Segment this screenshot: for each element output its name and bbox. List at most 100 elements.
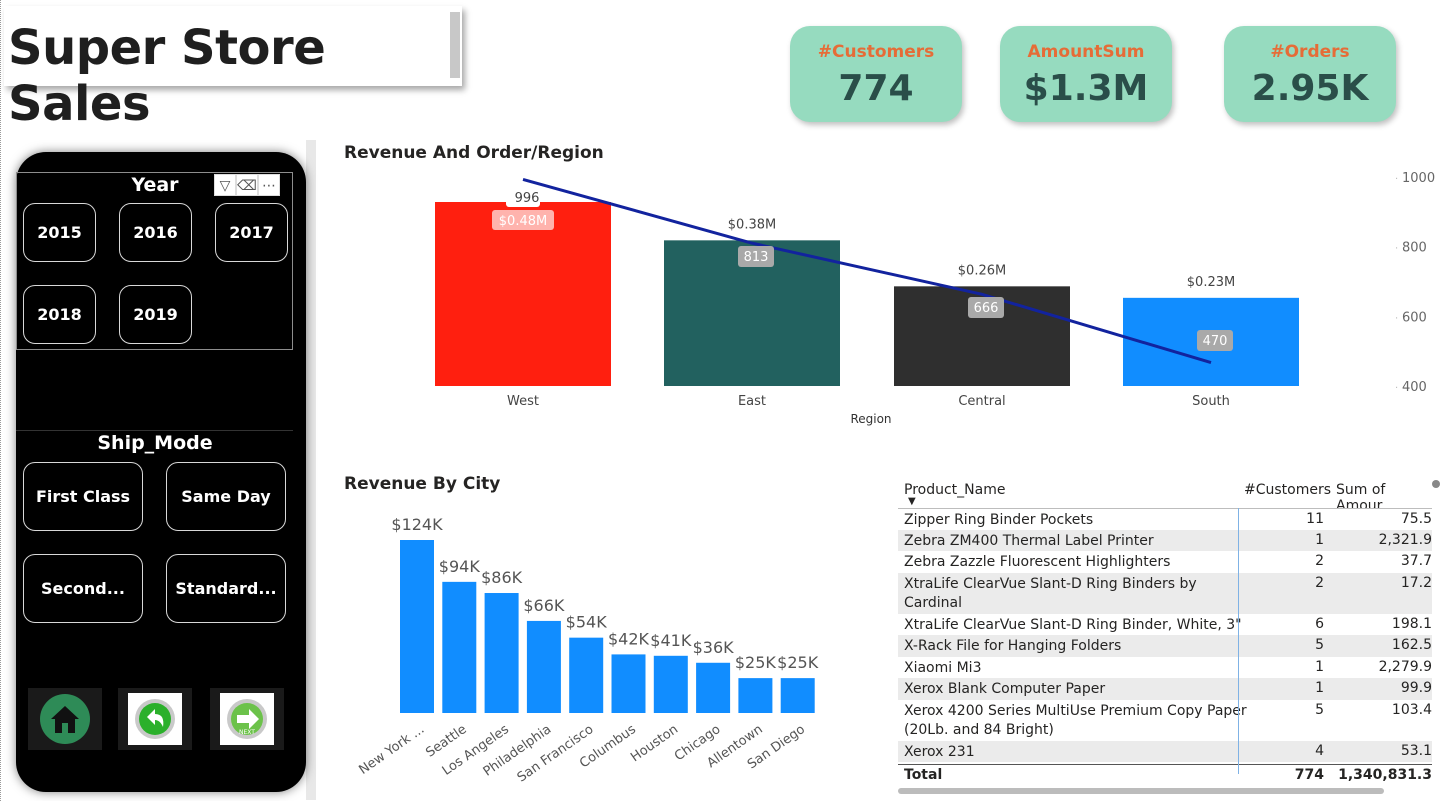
filter-icon[interactable]: ▽ bbox=[214, 174, 236, 196]
table-row[interactable]: XtraLife ClearVue Slant-D Ring Binders b… bbox=[898, 572, 1432, 614]
year-option-2017[interactable]: 2017 bbox=[215, 203, 288, 262]
x-tick-label: New York ... bbox=[356, 722, 427, 778]
y2-tick-mark: · bbox=[1395, 313, 1398, 324]
table-row[interactable]: Xerox 4200 Series MultiUse Premium Copy … bbox=[898, 699, 1432, 741]
line-label-bg bbox=[506, 187, 540, 207]
table-horizontal-scrollbar[interactable] bbox=[898, 788, 1384, 794]
total-amount: 1,340,831.3 bbox=[1338, 767, 1432, 783]
cell-amount: 17.2 bbox=[1400, 574, 1432, 591]
bar-city bbox=[611, 654, 646, 713]
eraser-icon[interactable]: ⌫ bbox=[236, 174, 258, 196]
kpi-label: #Customers bbox=[817, 42, 935, 62]
kpi-value: 774 bbox=[838, 68, 914, 109]
kpi-card-orders[interactable]: #Orders 2.95K bbox=[1224, 26, 1396, 122]
data-label-text: $0.48M bbox=[499, 214, 547, 229]
x-tick-label: Central bbox=[958, 394, 1005, 409]
table-row[interactable]: Zebra ZM400 Thermal Label Printer 1 2,321.… bbox=[898, 529, 1432, 551]
cell-customers: 2 bbox=[1315, 574, 1324, 591]
line-data-label: 470 bbox=[1203, 334, 1228, 349]
cell-amount: 75.5 bbox=[1400, 511, 1432, 527]
kpi-value: 2.95K bbox=[1251, 68, 1369, 109]
year-option-2019[interactable]: 2019 bbox=[119, 285, 192, 344]
title-accent-bar bbox=[450, 12, 460, 78]
cell-customers: 2 bbox=[1315, 553, 1324, 569]
cell-customers: 6 bbox=[1315, 615, 1324, 632]
table-vertical-scroll-thumb[interactable] bbox=[1432, 480, 1440, 488]
ship-mode-slicer-title: Ship_Mode bbox=[97, 432, 213, 454]
ship-option-first-class[interactable]: First Class bbox=[23, 462, 143, 531]
bar-data-label: $42K bbox=[608, 629, 650, 648]
x-tick-label: West bbox=[507, 394, 539, 409]
cell-product-name: X-Rack File for Hanging Folders bbox=[904, 638, 1122, 654]
orders-line bbox=[522, 177, 1212, 365]
table-header: Product_Name ▼ #Customers Sum of Amour bbox=[898, 476, 1432, 514]
line-data-label: 996 bbox=[515, 191, 540, 206]
more-options-icon[interactable]: ⋯ bbox=[258, 174, 280, 196]
bar-data-label: $94K bbox=[439, 557, 481, 576]
table-row[interactable]: Zebra Zazzle Fluorescent Highlighters 2 37… bbox=[898, 551, 1432, 573]
cell-product-name: XtraLife ClearVue Slant-D Ring Binders b… bbox=[904, 575, 1197, 611]
year-option-2018[interactable]: 2018 bbox=[23, 285, 96, 344]
table-row[interactable]: Zipper Ring Binder Pockets 11 75.5 bbox=[898, 508, 1432, 530]
back-button[interactable] bbox=[118, 688, 192, 750]
city-chart-title: Revenue By City bbox=[344, 474, 501, 494]
ship-option-same-day[interactable]: Same Day bbox=[166, 462, 286, 531]
table-row[interactable]: Xerox Blank Computer Paper 1 99.9 bbox=[898, 678, 1432, 700]
home-button[interactable] bbox=[28, 688, 102, 750]
bar-data-label: $0.23M bbox=[1187, 275, 1235, 290]
filter-panel bbox=[16, 152, 306, 792]
bar-west bbox=[435, 202, 611, 386]
cell-amount: 162.5 bbox=[1391, 637, 1432, 653]
cell-customers: 1 bbox=[1315, 531, 1324, 548]
year-slicer[interactable] bbox=[16, 172, 293, 350]
bar-data-label: $66K bbox=[523, 596, 565, 615]
bar-city bbox=[442, 581, 477, 713]
cell-product-name: Zebra ZM400 Thermal Label Printer bbox=[904, 532, 1154, 549]
year-option-2016[interactable]: 2016 bbox=[119, 203, 192, 262]
bar-city bbox=[400, 540, 434, 713]
cell-customers: 1 bbox=[1315, 658, 1324, 675]
x-tick-label: Houston bbox=[628, 722, 681, 765]
x-axis-title: Region bbox=[850, 412, 891, 426]
line-data-label: 813 bbox=[744, 250, 769, 265]
title-card: Super Store Sales bbox=[4, 6, 462, 132]
bar-city bbox=[738, 678, 773, 713]
bar-city bbox=[526, 620, 561, 713]
kpi-card-amount[interactable]: AmountSum $1.3M bbox=[1000, 26, 1172, 122]
back-icon bbox=[128, 693, 182, 745]
bar-data-label: $36K bbox=[693, 638, 735, 657]
next-icon: NEXT bbox=[220, 693, 274, 745]
bar-city bbox=[780, 678, 815, 713]
product-table[interactable]: Product_Name ▼ #Customers Sum of Amour Z… bbox=[898, 476, 1432, 794]
cell-amount: 2,279.9 bbox=[1378, 658, 1432, 675]
ship-option-standard[interactable]: Standard... bbox=[166, 554, 286, 623]
next-button[interactable]: NEXT bbox=[210, 688, 284, 750]
column-header-customers[interactable]: #Customers bbox=[1244, 482, 1332, 498]
line-data-label: 666 bbox=[974, 301, 999, 316]
cell-product-name-wrap: Cardinal bbox=[904, 594, 962, 611]
y2-tick-label: 800 bbox=[1402, 241, 1427, 256]
y2-tick-label: 400 bbox=[1402, 380, 1427, 395]
ship-mode-slicer[interactable] bbox=[16, 430, 293, 630]
kpi-label: AmountSum bbox=[1027, 42, 1145, 62]
bar-data-label-west: $0.48M bbox=[492, 210, 554, 230]
table-row[interactable]: X-Rack File for Hanging Folders 5 162.5 bbox=[898, 635, 1432, 657]
year-option-2015[interactable]: 2015 bbox=[23, 203, 96, 262]
line-label-bg bbox=[1197, 330, 1233, 351]
total-label: Total bbox=[904, 767, 943, 783]
sort-down-icon[interactable]: ▼ bbox=[908, 496, 916, 507]
cell-product-name: Xiaomi Mi3 bbox=[904, 659, 982, 676]
table-row[interactable]: XtraLife ClearVue Slant-D Ring Binder, W… bbox=[898, 613, 1432, 635]
cell-customers: 11 bbox=[1306, 511, 1324, 527]
ship-option-second[interactable]: Second... bbox=[23, 554, 143, 623]
cell-product-name: Xerox Blank Computer Paper bbox=[904, 681, 1106, 697]
table-row[interactable]: Xerox 231 4 53.1 bbox=[898, 740, 1432, 762]
panel-shadow bbox=[306, 140, 316, 800]
column-header-product[interactable]: Product_Name bbox=[904, 482, 1006, 498]
kpi-card-customers[interactable]: #Customers 774 bbox=[790, 26, 962, 122]
cell-product-name: Zebra Zazzle Fluorescent Highlighters bbox=[904, 554, 1171, 570]
x-tick-label: South bbox=[1192, 394, 1230, 409]
table-row[interactable]: Xiaomi Mi3 1 2,279.9 bbox=[898, 656, 1432, 678]
slicer-header-icons: ▽ ⌫ ⋯ bbox=[214, 174, 280, 196]
